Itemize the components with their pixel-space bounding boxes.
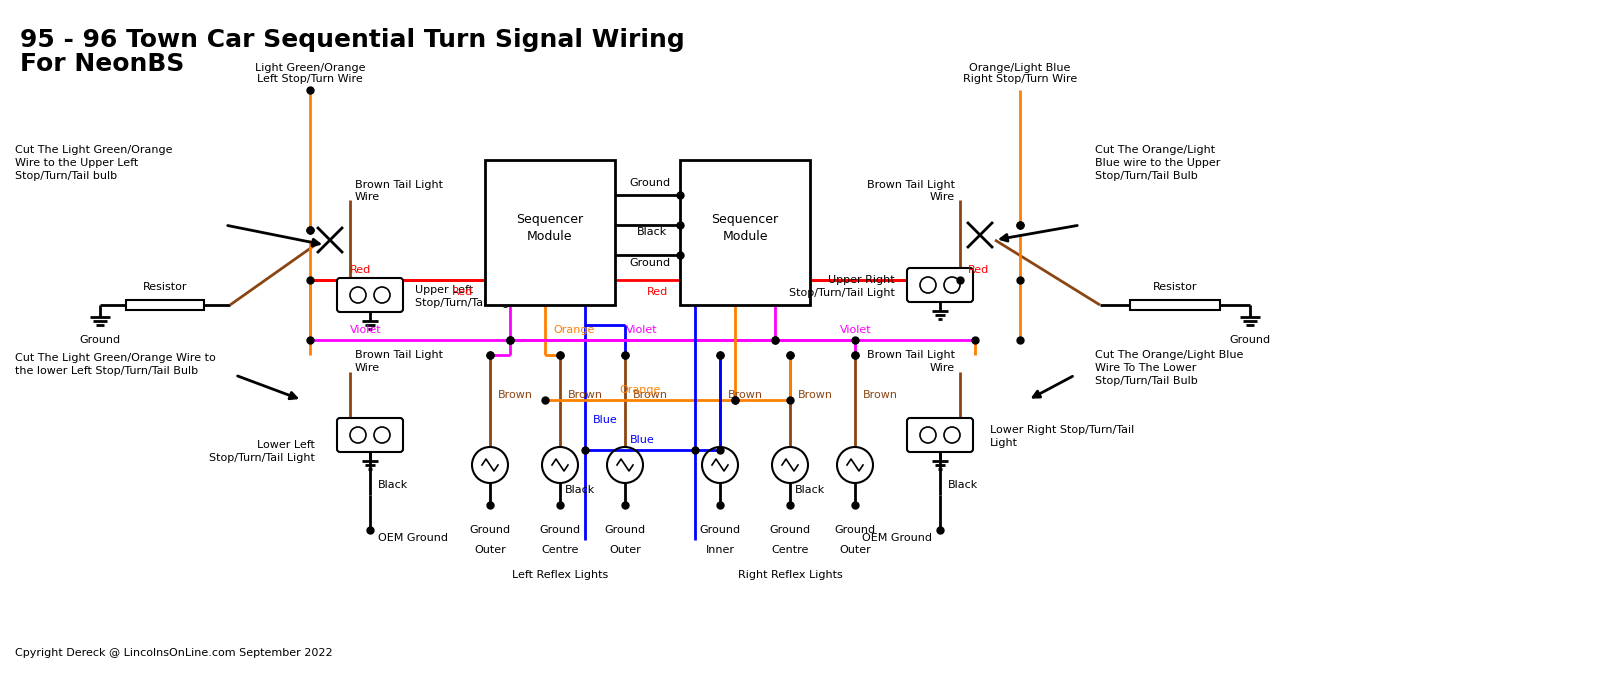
FancyBboxPatch shape xyxy=(338,418,403,452)
Text: Red: Red xyxy=(451,287,474,297)
Text: Black: Black xyxy=(637,227,667,237)
Text: Stop/Turn/Tail Light: Stop/Turn/Tail Light xyxy=(414,298,522,308)
Text: Ground: Ground xyxy=(770,525,811,535)
Text: Black: Black xyxy=(947,480,978,490)
Text: Centre: Centre xyxy=(771,545,808,555)
Text: Upper Left: Upper Left xyxy=(414,285,474,295)
Text: Red: Red xyxy=(646,287,669,297)
Text: Brown Tail Light: Brown Tail Light xyxy=(867,180,955,190)
Text: Cut The Light Green/Orange: Cut The Light Green/Orange xyxy=(14,145,173,155)
Text: Violet: Violet xyxy=(350,325,382,335)
Text: Black: Black xyxy=(565,485,595,495)
Text: Wire: Wire xyxy=(930,192,955,202)
Text: OEM Ground: OEM Ground xyxy=(378,533,448,543)
Text: Brown Tail Light: Brown Tail Light xyxy=(355,180,443,190)
Text: Right Stop/Turn Wire: Right Stop/Turn Wire xyxy=(963,74,1077,84)
Text: Brown: Brown xyxy=(568,390,603,400)
Text: Light: Light xyxy=(990,438,1018,448)
Text: For NeonBS: For NeonBS xyxy=(19,52,184,76)
Text: Centre: Centre xyxy=(541,545,579,555)
Text: Stop/Turn/Tail Light: Stop/Turn/Tail Light xyxy=(210,453,315,463)
Text: Wire: Wire xyxy=(930,363,955,373)
Text: Ground: Ground xyxy=(80,335,120,345)
Text: Outer: Outer xyxy=(838,545,870,555)
Text: Brown: Brown xyxy=(862,390,898,400)
Bar xyxy=(485,160,614,305)
Text: Wire To The Lower: Wire To The Lower xyxy=(1094,363,1197,373)
Text: Wire: Wire xyxy=(355,192,381,202)
FancyBboxPatch shape xyxy=(907,268,973,302)
Text: Ground: Ground xyxy=(835,525,875,535)
Text: Ground: Ground xyxy=(1229,335,1270,345)
Text: Lower Left: Lower Left xyxy=(258,440,315,450)
Text: the lower Left Stop/Turn/Tail Bulb: the lower Left Stop/Turn/Tail Bulb xyxy=(14,366,198,376)
Text: OEM Ground: OEM Ground xyxy=(862,533,931,543)
Text: Ground: Ground xyxy=(629,178,670,188)
Text: 95 - 96 Town Car Sequential Turn Signal Wiring: 95 - 96 Town Car Sequential Turn Signal … xyxy=(19,28,685,52)
Text: Red: Red xyxy=(968,265,989,275)
Text: Wire: Wire xyxy=(355,363,381,373)
Text: Stop/Turn/Tail Light: Stop/Turn/Tail Light xyxy=(789,288,894,298)
Text: Ground: Ground xyxy=(605,525,645,535)
Text: Violet: Violet xyxy=(840,325,872,335)
Text: Blue wire to the Upper: Blue wire to the Upper xyxy=(1094,158,1221,168)
Text: Brown: Brown xyxy=(498,390,533,400)
Text: Stop/Turn/Tail Bulb: Stop/Turn/Tail Bulb xyxy=(1094,376,1198,386)
Text: Blue: Blue xyxy=(630,435,654,445)
Text: Lower Right Stop/Turn/Tail: Lower Right Stop/Turn/Tail xyxy=(990,425,1134,435)
FancyBboxPatch shape xyxy=(907,418,973,452)
Text: Stop/Turn/Tail bulb: Stop/Turn/Tail bulb xyxy=(14,171,117,181)
Text: Outer: Outer xyxy=(474,545,506,555)
Text: Brown: Brown xyxy=(728,390,763,400)
FancyBboxPatch shape xyxy=(338,278,403,312)
Text: Upper Right: Upper Right xyxy=(829,275,894,285)
Text: Inner: Inner xyxy=(706,545,734,555)
Text: Sequencer: Sequencer xyxy=(517,213,584,227)
Text: Ground: Ground xyxy=(539,525,581,535)
Text: Right Reflex Lights: Right Reflex Lights xyxy=(738,570,842,580)
Text: Red: Red xyxy=(350,265,371,275)
Text: Resistor: Resistor xyxy=(142,282,187,292)
Text: Orange: Orange xyxy=(619,385,661,395)
Text: Resistor: Resistor xyxy=(1152,282,1197,292)
Text: Black: Black xyxy=(795,485,826,495)
Text: Light Green/Orange: Light Green/Orange xyxy=(254,63,365,73)
Text: Orange/Light Blue: Orange/Light Blue xyxy=(970,63,1070,73)
Text: Outer: Outer xyxy=(610,545,642,555)
Text: Wire to the Upper Left: Wire to the Upper Left xyxy=(14,158,138,168)
Text: Cut The Orange/Light: Cut The Orange/Light xyxy=(1094,145,1214,155)
Text: Module: Module xyxy=(722,230,768,244)
Text: Stop/Turn/Tail Bulb: Stop/Turn/Tail Bulb xyxy=(1094,171,1198,181)
Text: Brown Tail Light: Brown Tail Light xyxy=(867,350,955,360)
Text: Ground: Ground xyxy=(469,525,510,535)
Text: Violet: Violet xyxy=(626,325,658,335)
Bar xyxy=(1130,300,1221,310)
Text: Sequencer: Sequencer xyxy=(712,213,779,227)
Text: Left Stop/Turn Wire: Left Stop/Turn Wire xyxy=(258,74,363,84)
Text: Orange: Orange xyxy=(554,325,594,335)
Text: Brown: Brown xyxy=(634,390,669,400)
Text: Left Reflex Lights: Left Reflex Lights xyxy=(512,570,608,580)
Text: Cpyright Dereck @ LincolnsOnLine.com September 2022: Cpyright Dereck @ LincolnsOnLine.com Sep… xyxy=(14,648,333,658)
Text: Blue: Blue xyxy=(594,415,618,425)
Text: Ground: Ground xyxy=(629,258,670,268)
Text: Brown Tail Light: Brown Tail Light xyxy=(355,350,443,360)
Bar xyxy=(680,160,810,305)
Text: Module: Module xyxy=(528,230,573,244)
Text: Cut The Light Green/Orange Wire to: Cut The Light Green/Orange Wire to xyxy=(14,353,216,363)
Text: Cut The Orange/Light Blue: Cut The Orange/Light Blue xyxy=(1094,350,1243,360)
Bar xyxy=(126,300,205,310)
Text: Black: Black xyxy=(378,480,408,490)
Text: Ground: Ground xyxy=(699,525,741,535)
Text: Brown: Brown xyxy=(798,390,834,400)
